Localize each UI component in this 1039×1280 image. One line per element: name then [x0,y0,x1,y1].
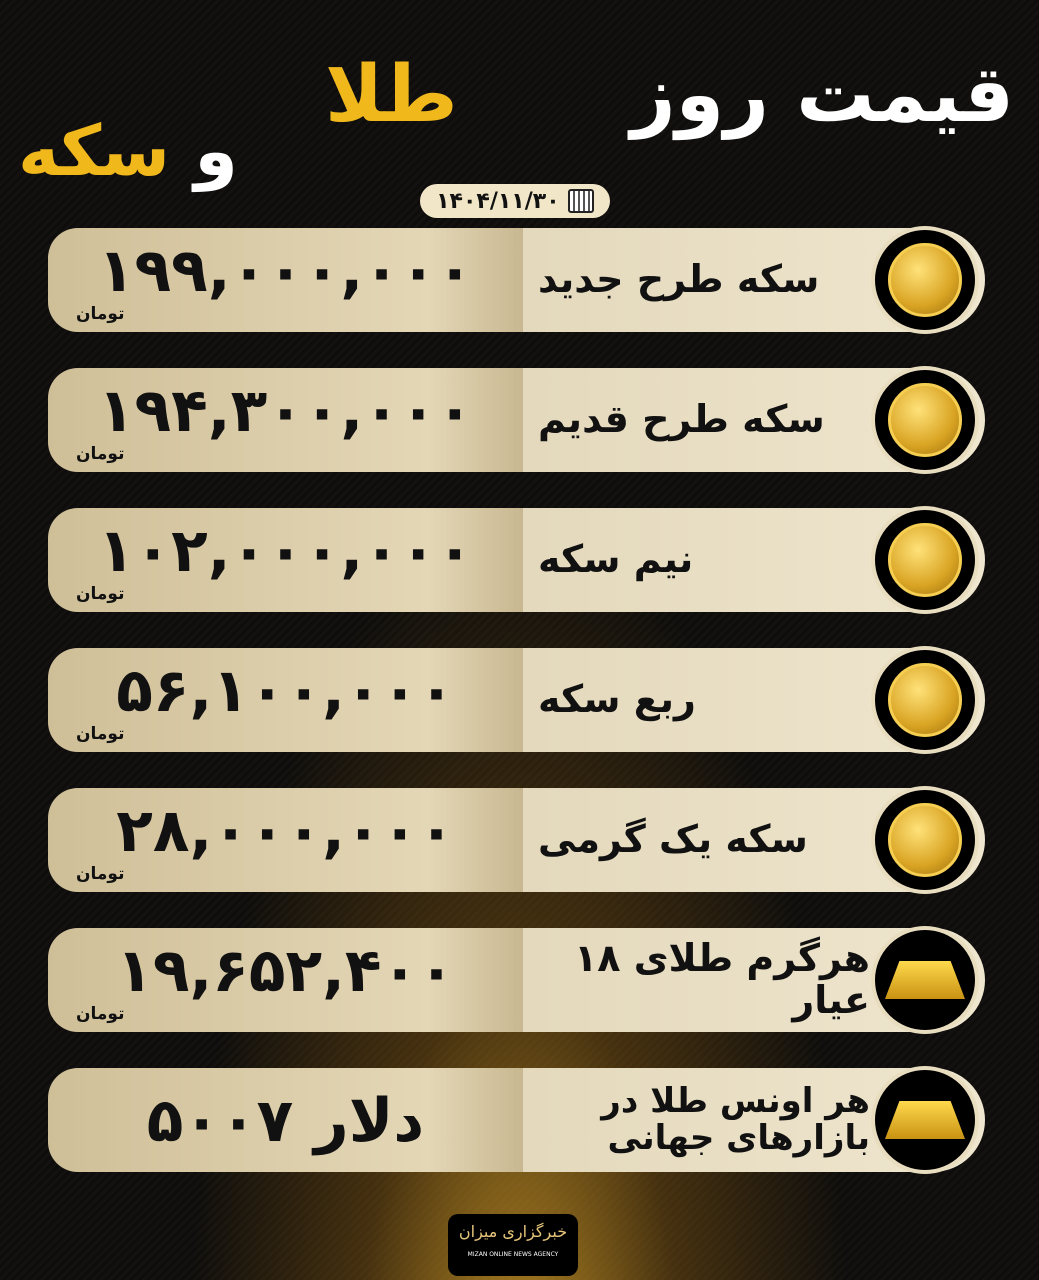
price-row: ۱۹۴,۳۰۰,۰۰۰ تومان سکه طرح قدیم [48,366,985,474]
gold-bar-icon [871,926,979,1034]
item-label: هر اونس طلا در بازارهای جهانی [601,1080,870,1158]
price-box: ۲۸,۰۰۰,۰۰۰ تومان [48,788,523,892]
item-label: سکه طرح جدید [538,257,820,302]
price-value: ۵۰۰۷ دلار [146,1086,425,1156]
title-line2: و سکه [18,110,238,192]
title-gold: طلا [325,50,458,140]
item-label: سکه طرح قدیم [538,397,825,442]
price-unit: تومان [76,724,125,744]
price-unit: تومان [76,864,125,884]
price-row: ۵۰۰۷ دلار هر اونس طلا در بازارهای جهانی [48,1066,985,1174]
price-value: ۲۸,۰۰۰,۰۰۰ [116,796,455,866]
price-value: ۱۹,۶۵۲,۴۰۰ [116,936,455,1006]
price-value: ۱۹۹,۰۰۰,۰۰۰ [97,236,474,306]
price-row: ۵۶,۱۰۰,۰۰۰ تومان ربع سکه [48,646,985,754]
title-white: قیمت روز [630,50,1014,140]
price-value: ۱۹۴,۳۰۰,۰۰۰ [97,376,474,446]
coin-new-icon [871,226,979,334]
price-box: ۱۰۲,۰۰۰,۰۰۰ تومان [48,508,523,612]
date-badge: ۱۴۰۴/۱۱/۳۰ [420,184,610,218]
logo-fa: خبرگزاری میزان [458,1222,568,1241]
price-unit: تومان [76,584,125,604]
quarter-coin-icon [871,646,979,754]
price-box: ۱۹۹,۰۰۰,۰۰۰ تومان [48,228,523,332]
price-unit: تومان [76,444,125,464]
half-coin-icon [871,506,979,614]
date-text: ۱۴۰۴/۱۱/۳۰ [436,188,560,214]
title-gold-2: سکه [18,110,170,192]
price-unit: تومان [76,304,125,324]
coin-old-icon [871,366,979,474]
item-label: نیم سکه [538,537,694,582]
price-row: ۱۹۹,۰۰۰,۰۰۰ تومان سکه طرح جدید [48,226,985,334]
price-box: ۱۹۴,۳۰۰,۰۰۰ تومان [48,368,523,472]
page-title: قیمت روز طلا و سکه [0,40,1039,192]
price-unit: تومان [76,1004,125,1024]
price-box: ۵۰۰۷ دلار [48,1068,523,1172]
gold-bars-coins-icon [871,1066,979,1174]
item-label: ربع سکه [538,677,696,722]
logo-en: MIZAN ONLINE NEWS AGENCY [467,1251,559,1258]
item-label: سکه یک گرمی [538,817,808,862]
price-row: ۱۹,۶۵۲,۴۰۰ تومان هرگرم طلای ۱۸ عیار [48,926,985,1034]
title-conj: و [194,110,238,192]
item-label: هرگرم طلای ۱۸ عیار [574,936,870,1022]
price-row: ۲۸,۰۰۰,۰۰۰ تومان سکه یک گرمی [48,786,985,894]
price-row: ۱۰۲,۰۰۰,۰۰۰ تومان نیم سکه [48,506,985,614]
mizan-logo: خبرگزاری میزان MIZAN ONLINE NEWS AGENCY [448,1214,578,1276]
price-value: ۵۶,۱۰۰,۰۰۰ [116,656,455,726]
price-box: ۵۶,۱۰۰,۰۰۰ تومان [48,648,523,752]
calendar-icon [567,189,594,213]
gram-coin-icon [871,786,979,894]
price-value: ۱۰۲,۰۰۰,۰۰۰ [97,516,474,586]
price-box: ۱۹,۶۵۲,۴۰۰ تومان [48,928,523,1032]
